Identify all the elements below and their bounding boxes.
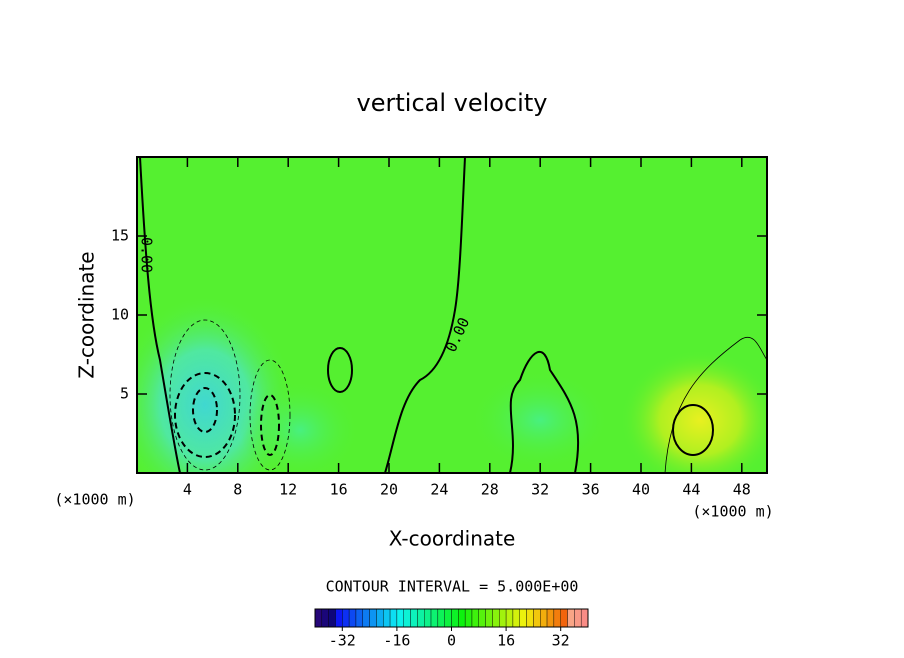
colorbar-tick-label: -16 [383,632,410,650]
colorbar-cell [437,608,445,628]
colorbar-cell [519,608,527,628]
colorbar-cell [383,608,391,628]
colorbar-cell [505,608,514,628]
x-tick-label: 28 [481,481,499,499]
y-tick-label: 10 [111,306,129,324]
colorbar-cell [314,608,323,628]
colorbar-cell [540,608,548,628]
colorbar-cell [458,608,466,628]
colorbar-tick-label: -32 [329,632,356,650]
colorbar-cell [362,608,370,628]
colorbar-cell [580,608,589,628]
x-tick-label: 20 [380,481,398,499]
colorbar-cell [471,608,480,628]
x-tick-label: 4 [183,481,192,499]
x-tick-label: 44 [682,481,700,499]
colorbar-cell [410,608,418,628]
colorbar-cell [478,608,486,628]
x-unit: (×1000 m) [54,491,135,509]
field [137,157,767,473]
x-tick-label: 32 [531,481,549,499]
x-tick-label: 24 [430,481,448,499]
colorbar-cell [348,608,357,628]
y-axis-label: Z-coordinate [75,251,99,378]
colorbar-cell [485,608,493,628]
contour-label: 0.00 [138,237,156,273]
colorbar-cell [492,608,500,628]
y-tick-label: 5 [120,385,129,403]
colorbar-cell [321,608,329,628]
colorbar-cell [342,608,350,628]
colorbar-cell [553,608,561,628]
colorbar-cell [464,608,473,628]
colorbar-cell [424,608,432,628]
x-tick-label: 36 [582,481,600,499]
colorbar-cell [369,608,377,628]
y-unit: (×1000 m) [692,503,773,521]
colorbar-cell [499,608,507,628]
x-tick-label: 8 [233,481,242,499]
x-tick-label: 48 [733,481,751,499]
colorbar-cell [574,608,582,628]
colorbar-tick-label: 0 [447,632,456,650]
colorbar-cell [355,608,363,628]
x-axis-label: X-coordinate [389,527,516,551]
colorbar-cell [335,608,343,628]
colorbar-cell [430,608,439,628]
colorbar-cell [444,608,452,628]
contour-interval: CONTOUR INTERVAL = 5.000E+00 [326,578,579,596]
chart-title: vertical velocity [357,89,548,117]
colorbar-cell [451,608,459,628]
x-tick-label: 16 [330,481,348,499]
colorbar-cell [389,608,398,628]
x-tick-label: 40 [632,481,650,499]
colorbar-cell [567,608,575,628]
colorbar-tick-label: 32 [552,632,570,650]
colorbar-cell [403,608,411,628]
colorbar-cell [376,608,384,628]
colorbar-cell [546,608,555,628]
colorbar-cell [328,608,336,628]
colorbar-cell [560,608,568,628]
colorbar-cell [533,608,541,628]
colorbar-cell [512,608,520,628]
colorbar-tick-label: 16 [497,632,515,650]
colorbar-cell [396,608,404,628]
colorbar-cell [526,608,534,628]
y-tick-label: 15 [111,227,129,245]
colorbar-cell [417,608,425,628]
x-tick-label: 12 [279,481,297,499]
